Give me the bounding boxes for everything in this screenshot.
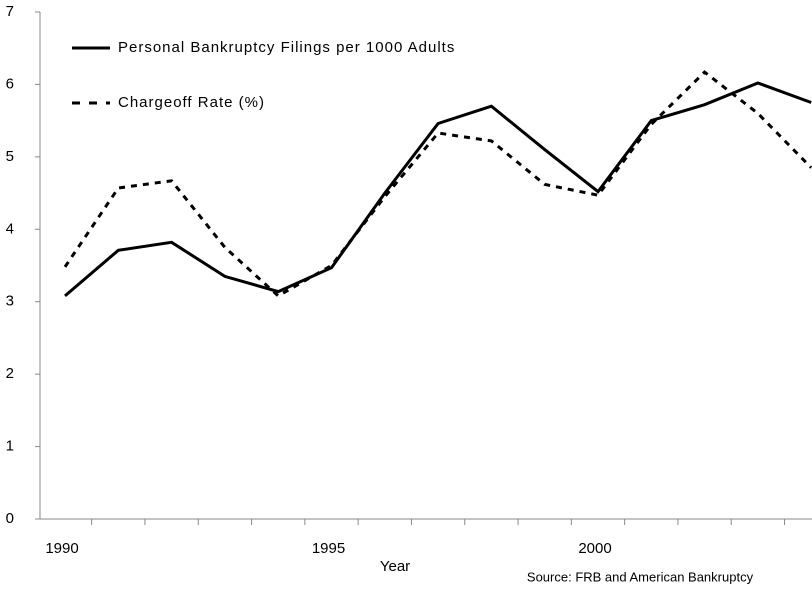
x-tick-label: 1995 bbox=[312, 540, 345, 557]
x-axis-title: Year bbox=[380, 558, 410, 575]
x-tick-label: 2000 bbox=[578, 540, 611, 557]
y-tick-label: 1 bbox=[6, 438, 14, 455]
y-tick-label: 3 bbox=[6, 293, 14, 310]
legend-label: Chargeoff Rate (%) bbox=[118, 94, 265, 111]
legend-label: Personal Bankruptcy Filings per 1000 Adu… bbox=[118, 39, 455, 56]
y-tick-label: 5 bbox=[6, 148, 14, 165]
x-tick-label: 1990 bbox=[45, 540, 78, 557]
y-tick-label: 2 bbox=[6, 365, 14, 382]
source-note: Source: FRB and American Bankruptcy bbox=[527, 569, 754, 584]
y-tick-label: 6 bbox=[6, 75, 14, 92]
y-tick-label: 4 bbox=[6, 220, 14, 237]
series-line bbox=[63, 70, 812, 298]
y-tick-label: 7 bbox=[6, 3, 14, 20]
y-tick-label: 0 bbox=[6, 510, 14, 527]
series-line bbox=[64, 81, 812, 298]
